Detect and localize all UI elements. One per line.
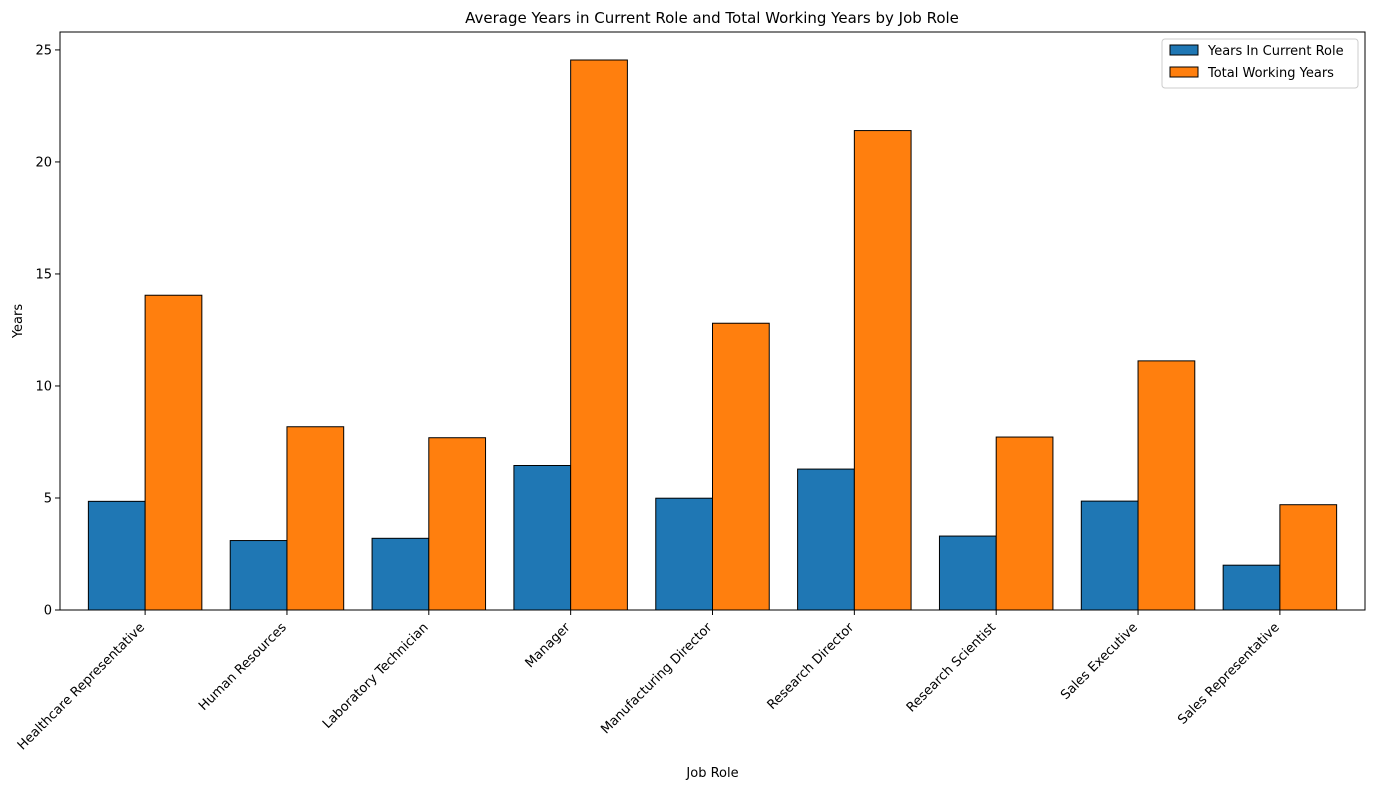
bar-years-in-current-role xyxy=(938,535,997,611)
x-axis-label: Job Role xyxy=(685,766,738,781)
y-tick-label: 10 xyxy=(35,379,52,394)
y-tick-label: 20 xyxy=(35,155,52,170)
bar-total-working-years xyxy=(853,130,912,611)
bar-total-working-years xyxy=(570,59,628,611)
y-tick-label: 25 xyxy=(35,43,52,58)
bar-total-working-years xyxy=(1279,504,1338,611)
bar-years-in-current-role xyxy=(229,540,288,611)
bar-years-in-current-role xyxy=(513,465,572,611)
bar-years-in-current-role xyxy=(1222,564,1281,611)
bar-total-working-years xyxy=(712,322,770,611)
legend-swatch xyxy=(1169,66,1199,78)
legend-box xyxy=(1161,38,1359,89)
bar-years-in-current-role xyxy=(371,537,430,611)
bar-years-in-current-role xyxy=(797,468,855,611)
chart-title: Average Years in Current Role and Total … xyxy=(465,9,959,27)
bar-total-working-years xyxy=(428,437,487,611)
bar-total-working-years xyxy=(286,426,345,611)
bar-total-working-years xyxy=(144,294,203,611)
bar-years-in-current-role xyxy=(1080,500,1139,611)
bar-total-working-years xyxy=(995,436,1054,611)
bar-years-in-current-role xyxy=(655,497,713,611)
legend-swatch xyxy=(1169,44,1199,56)
y-tick-label: 0 xyxy=(44,604,52,619)
legend-label: Total Working Years xyxy=(1207,66,1334,81)
y-tick-label: 5 xyxy=(44,491,52,506)
bar-years-in-current-role xyxy=(87,500,146,611)
legend-label: Years In Current Role xyxy=(1207,44,1344,59)
plot-frame xyxy=(59,31,1366,611)
y-axis-label: Years xyxy=(11,304,26,340)
y-tick-label: 15 xyxy=(35,267,52,282)
legend: Years In Current Role Total Working Years xyxy=(1161,38,1359,89)
bar-total-working-years xyxy=(1137,360,1196,611)
